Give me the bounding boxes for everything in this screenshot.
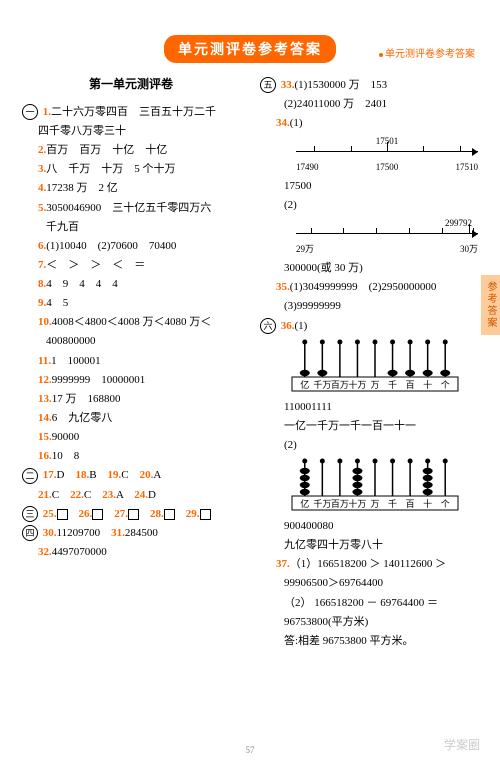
svg-text:亿: 亿 [300, 498, 309, 509]
q13: 13.17 万 168800 [18, 390, 244, 408]
section-5: 五 33.(1)1530000 万 153 [256, 76, 482, 94]
svg-text:十: 十 [423, 498, 432, 509]
section-3-icon: 三 [22, 506, 38, 522]
q15: 15.90000 [18, 428, 244, 446]
section-2: 二 17.D 18.B 19.C 20.A [18, 466, 244, 484]
svg-text:千: 千 [388, 499, 397, 509]
svg-text:千万: 千万 [313, 499, 331, 509]
numberline-2: 299792 29万30万 [292, 216, 482, 257]
section-1-icon: 一 [22, 104, 38, 120]
section-6-icon: 六 [260, 318, 276, 334]
q36-2-cn: 九亿零四十万零八十 [256, 536, 482, 554]
content: 第一单元测评卷 一 1.二十六万零四百 三百五十万二千 四千零八万零三十 2.百… [0, 75, 500, 651]
q2: 2.百万 百万 十亿 十亿 [18, 141, 244, 159]
section-5-icon: 五 [260, 77, 276, 93]
q37-ans: 答:相差 96753800 平方米。 [256, 632, 482, 650]
box-icon [200, 509, 211, 520]
section-3: 三 25. 26. 27. 28. 29. [18, 505, 244, 523]
abacus-1: 亿千万百万十万万千百十个 [290, 339, 460, 394]
svg-text:百万: 百万 [331, 380, 349, 390]
q11: 11.1 100001 [18, 352, 244, 370]
svg-text:千: 千 [388, 380, 397, 390]
q37-1: 37.（1）166518200 ＞ 140112600 ＞ [256, 555, 482, 573]
section-6: 六 36.(1) [256, 317, 482, 335]
q5: 5.3050046900 三十亿五千零四万六 [18, 199, 244, 217]
q35b: (3)99999999 [256, 297, 482, 315]
q9: 9.4 5 [18, 294, 244, 312]
svg-text:万: 万 [370, 380, 379, 390]
svg-text:万: 万 [370, 499, 379, 509]
q34-ans1: 17500 [256, 177, 482, 195]
svg-text:个: 个 [441, 499, 450, 509]
watermark: 学案圈 [444, 736, 480, 753]
q1a-text: 二十六万零四百 三百五十万二千 [51, 106, 216, 118]
side-tab: 参考答案 [481, 275, 500, 335]
q8: 8.4 9 4 4 4 [18, 275, 244, 293]
q36-2: (2) [256, 436, 482, 454]
q34-ans2: 300000(或 30 万) [256, 259, 482, 277]
box-icon [128, 509, 139, 520]
q7: 7.＜ ＞ ＞ ＜ ＝ [18, 256, 244, 274]
svg-text:十: 十 [423, 379, 432, 390]
svg-text:十万: 十万 [348, 498, 366, 509]
q36-num: 110001111 [256, 398, 482, 416]
q5b: 千九百 [18, 218, 244, 236]
numberline-1: 17501 174901750017510 [292, 134, 482, 175]
svg-text:千万: 千万 [313, 380, 331, 390]
q33-2: (2)24011000 万 2401 [256, 95, 482, 113]
q34-2: (2) [256, 196, 482, 214]
q3: 3.八 千万 十万 5 个十万 [18, 160, 244, 178]
q37-2b: 96753800(平方米) [256, 613, 482, 631]
q35: 35.(1)3049999999 (2)2950000000 [256, 278, 482, 296]
svg-text:十万: 十万 [348, 379, 366, 390]
q37-2a: （2） 166518200 － 69764400 ＝ [256, 594, 482, 612]
box-icon [164, 509, 175, 520]
q34: 34.(1) [256, 114, 482, 132]
svg-text:百: 百 [406, 499, 415, 509]
q6: 6.(1)10040 (2)70600 70400 [18, 237, 244, 255]
header-tab: 单元测评卷参考答案 [379, 45, 475, 60]
q1: 一 1.二十六万零四百 三百五十万二千 [18, 103, 244, 121]
svg-text:个: 个 [441, 380, 450, 390]
q16: 16.10 8 [18, 447, 244, 465]
section-4-icon: 四 [22, 525, 38, 541]
section-2-icon: 二 [22, 468, 38, 484]
q1b: 四千零八万零三十 [18, 122, 244, 140]
section-4: 四 30.11209700 31.284500 [18, 524, 244, 542]
q36-2-num: 900400080 [256, 517, 482, 535]
svg-text:百万: 百万 [331, 499, 349, 509]
q12: 12.9999999 10000001 [18, 371, 244, 389]
svg-text:亿: 亿 [300, 379, 309, 390]
page-title: 单元测评卷参考答案 [164, 35, 336, 63]
q10b: 400800000 [18, 332, 244, 350]
box-icon [57, 509, 68, 520]
q36-cn: 一亿一千万一千一百一十一 [256, 417, 482, 435]
subtitle: 第一单元测评卷 [18, 75, 244, 95]
q14: 14.6 九亿零八 [18, 409, 244, 427]
q32: 32.4497070000 [18, 543, 244, 561]
q21-24: 21.C 22.C 23.A 24.D [18, 486, 244, 504]
q37-1b: 99906500＞69764400 [256, 574, 482, 592]
right-column: 五 33.(1)1530000 万 153 (2)24011000 万 2401… [250, 75, 482, 651]
q10: 10.4008＜4800＜4008 万＜4080 万＜ [18, 313, 244, 331]
box-icon [92, 509, 103, 520]
q4: 4.17238 万 2 亿 [18, 179, 244, 197]
page-number: 57 [0, 745, 500, 755]
svg-text:百: 百 [406, 380, 415, 390]
abacus-2: 亿千万百万十万万千百十个 [290, 458, 460, 513]
left-column: 第一单元测评卷 一 1.二十六万零四百 三百五十万二千 四千零八万零三十 2.百… [18, 75, 250, 651]
